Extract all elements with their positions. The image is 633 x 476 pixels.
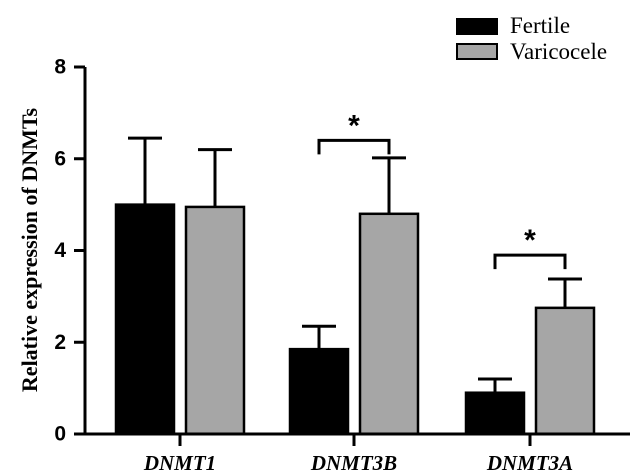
plot-area: ** bbox=[114, 109, 596, 436]
x-tick-label-dnmt1: DNMT1 bbox=[143, 451, 216, 475]
bar-fertile-dnmt1 bbox=[114, 203, 176, 436]
bar-varicocele-dnmt3a bbox=[534, 306, 596, 436]
bar-fertile-dnmt3b bbox=[288, 347, 350, 436]
y-tick-label-2: 2 bbox=[54, 331, 66, 354]
bar-varicocele-dnmt3b bbox=[358, 212, 420, 436]
bar-fertile-dnmt3a bbox=[464, 391, 526, 436]
y-axis-label: Relative expression of DNMTs bbox=[17, 107, 42, 392]
legend-label-varicocele: Varicocele bbox=[510, 39, 607, 64]
x-tick-label-dnmt3a: DNMT3A bbox=[486, 451, 573, 475]
legend-swatch-varicocele bbox=[456, 43, 498, 60]
legend: Fertile Varicocele bbox=[456, 13, 607, 64]
y-tick-label-0: 0 bbox=[54, 423, 66, 446]
significance-marker-dnmt3a: * bbox=[524, 224, 536, 257]
y-tick-label-4: 4 bbox=[54, 239, 66, 262]
legend-label-fertile: Fertile bbox=[510, 13, 570, 38]
significance-marker-dnmt3b: * bbox=[348, 109, 360, 142]
y-tick-label-8: 8 bbox=[54, 56, 66, 79]
legend-swatch-fertile bbox=[456, 18, 498, 35]
significance-bracket-dnmt3a bbox=[493, 253, 567, 270]
y-tick-label-6: 6 bbox=[54, 147, 66, 170]
x-ticks: DNMT1 DNMT3B DNMT3A bbox=[143, 434, 573, 475]
x-tick-label-dnmt3b: DNMT3B bbox=[310, 451, 397, 475]
y-ticks: 0 2 4 6 8 bbox=[54, 56, 85, 446]
bar-varicocele-dnmt1 bbox=[184, 205, 246, 436]
significance-bracket-dnmt3b bbox=[317, 138, 391, 155]
